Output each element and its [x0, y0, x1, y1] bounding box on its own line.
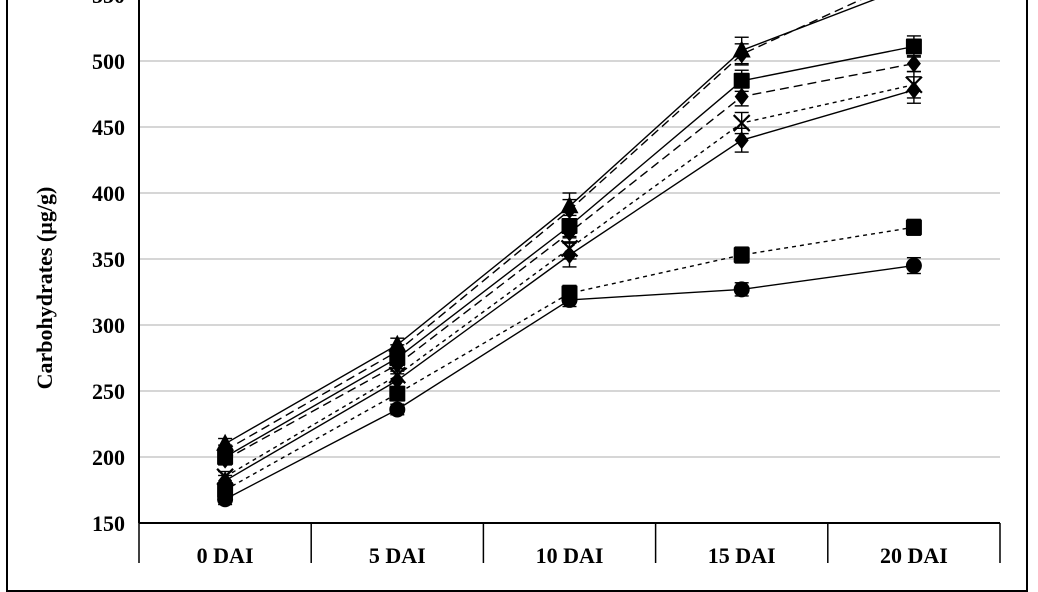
data-point — [389, 385, 406, 402]
data-point — [562, 223, 577, 242]
y-tick-label: 150 — [92, 511, 125, 536]
data-point — [390, 371, 405, 390]
data-point — [389, 401, 406, 418]
data-point — [561, 291, 578, 308]
y-tick-label: 250 — [92, 379, 125, 404]
chart-frame — [6, 0, 1028, 592]
y-tick-label: 450 — [92, 115, 125, 140]
y-tick-label: 500 — [92, 49, 125, 74]
series-line — [224, 84, 915, 478]
data-point — [562, 246, 577, 265]
y-tick-label: 400 — [92, 181, 125, 206]
axes — [138, 0, 1001, 563]
tick-labels: 150 200 250 300 350 400 450 500 550 0 DAI 5 DAI 10 … — [92, 0, 948, 568]
line-chart: 150 200 250 300 350 400 450 500 550 0 DAI 5 DAI 10 … — [32, 0, 1001, 568]
series-5 — [216, 70, 923, 486]
data-point — [905, 257, 922, 274]
data-point — [734, 87, 749, 106]
data-point — [734, 131, 749, 150]
x-tick-label: 15 DAI — [708, 543, 776, 568]
series-layer — [216, 0, 923, 508]
x-tick-label: 10 DAI — [536, 543, 604, 568]
data-point — [733, 281, 750, 298]
x-tick-label: 0 DAI — [197, 543, 254, 568]
y-axis-title: Carbohydrates (µg/g) — [32, 187, 57, 390]
series-line — [224, 226, 915, 491]
data-point — [906, 81, 921, 100]
data-point — [905, 38, 922, 55]
x-tick-label: 5 DAI — [369, 543, 426, 568]
data-point — [733, 247, 750, 264]
data-point — [218, 450, 233, 469]
data-point — [562, 201, 577, 220]
series-6 — [218, 76, 921, 490]
y-tick-label: 200 — [92, 445, 125, 470]
data-point — [905, 219, 922, 236]
y-tick-label: 350 — [92, 247, 125, 272]
data-point — [217, 491, 234, 508]
data-point — [734, 45, 749, 64]
x-tick-label: 20 DAI — [880, 543, 948, 568]
y-tick-label: 300 — [92, 313, 125, 338]
data-point — [733, 72, 750, 89]
y-tick-label: 550 — [92, 0, 125, 8]
series-4 — [218, 54, 921, 469]
data-point — [906, 54, 921, 73]
series-8 — [217, 256, 922, 508]
